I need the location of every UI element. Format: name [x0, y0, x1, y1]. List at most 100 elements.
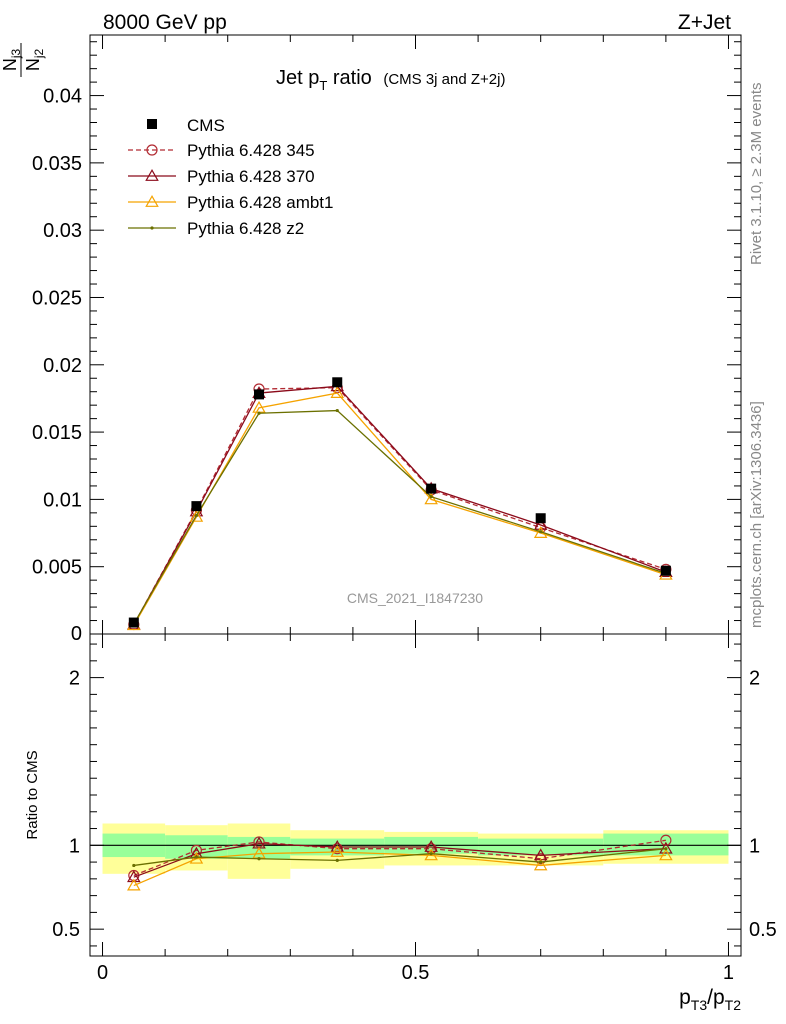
- main-ytick-label: 0.005: [32, 557, 82, 579]
- circle-marker: [146, 144, 158, 156]
- triangle-marker: [330, 386, 345, 398]
- dot-marker: [150, 226, 154, 230]
- main-ytick-label: 0.03: [43, 220, 82, 242]
- legend-marker-cms: [147, 119, 157, 129]
- xlabel-b-sub: T2: [725, 997, 742, 1013]
- svg-text:Nj3: Nj3: [0, 49, 23, 72]
- ratio-xtick-label: 1: [723, 962, 734, 984]
- triangle-marker: [330, 840, 345, 852]
- dot-marker: [539, 860, 543, 864]
- dot-marker: [257, 857, 261, 861]
- ylabel-num-sub: j3: [9, 49, 23, 60]
- triangle-marker: [189, 509, 204, 522]
- ratio-ytick-label-left: 2: [69, 668, 80, 690]
- title-rest: ratio: [327, 67, 371, 89]
- main-ytick-label: 0.035: [32, 153, 82, 175]
- triangle-marker: [330, 845, 345, 857]
- triangle-marker: [424, 848, 438, 861]
- triangle-marker: [659, 848, 673, 861]
- main-ylabel: Nj3 Nj2: [0, 43, 46, 77]
- main-ytick-zero: 0: [71, 623, 82, 645]
- ratio-frame: [89, 633, 742, 957]
- svg-text:Nj2: Nj2: [23, 49, 46, 72]
- ratio-xtick-label: 0.5: [402, 962, 430, 984]
- triangle-marker: [659, 841, 673, 854]
- legend-label: Pythia 6.428 345: [187, 141, 315, 160]
- dot-marker: [664, 847, 668, 851]
- ratio-axis-ticks: 0.5 0.5 1 1 2 2 0 0.5 1: [52, 634, 777, 984]
- dot-marker: [335, 858, 339, 863]
- ratio-panel: 0.5 0.51 12 20 0.5 1 Ratio to CMS pT3/pT2: [24, 633, 777, 1013]
- dot-marker: [539, 530, 543, 534]
- data-point: [254, 389, 265, 400]
- triangle-marker: [145, 195, 159, 207]
- ylabel-den: N: [23, 58, 43, 71]
- triangle-marker: [424, 840, 438, 852]
- main-axis-ticks: 0.005 0.01 0.015 0.02 0.025 0.03 0.035 0.04 0: [32, 35, 741, 645]
- process-label: Z+Jet: [678, 11, 731, 34]
- legend-label: Pythia 6.428 370: [187, 167, 315, 186]
- triangle-marker: [127, 870, 141, 883]
- circle-marker: [331, 843, 343, 855]
- band-inner: [603, 833, 729, 856]
- triangle-marker: [145, 169, 159, 181]
- triangle-marker: [424, 492, 438, 505]
- dot-marker: [335, 408, 339, 413]
- main-curves: [127, 377, 673, 631]
- legend-label: Pythia 6.428 z2: [187, 219, 304, 238]
- xlabel-slash: /: [707, 986, 713, 1009]
- ratio-ytick-label-right: 0.5: [749, 919, 777, 941]
- circle-marker: [660, 834, 672, 846]
- title-sub: T: [319, 78, 327, 93]
- main-ytick-label: 0.02: [43, 355, 82, 377]
- series-line: [133, 385, 667, 625]
- ratio-curves: [127, 834, 673, 891]
- main-ytick-label: 0.015: [32, 422, 82, 444]
- ratio-series-line: [133, 839, 666, 877]
- rivet-label: Rivet 3.1.10, ≥ 2.3M events: [748, 83, 765, 266]
- dot-marker: [132, 863, 136, 868]
- dot-marker: [194, 513, 199, 518]
- dot-marker: [429, 495, 433, 499]
- dot-marker: [194, 855, 199, 859]
- legend-label: Pythia 6.428 ambt1: [187, 193, 333, 212]
- main-ytick-label: 0.04: [43, 86, 82, 108]
- ratio-xtick-label: 0: [97, 962, 108, 984]
- legend-label-cms: CMS: [187, 116, 225, 135]
- legend: CMS Pythia 6.428 345 Pythia 6.428 370 Pythi…: [128, 116, 333, 238]
- ratio-ytick-label-right: 1: [749, 835, 760, 857]
- chart-title: Jet pT ratio (CMS 3j and Z+2j): [276, 67, 505, 93]
- data-point: [191, 501, 202, 512]
- main-ytick-label: 0.01: [43, 489, 82, 511]
- title-small: (CMS 3j and Z+2j): [383, 71, 505, 88]
- band-inner: [478, 838, 604, 856]
- triangle-marker: [533, 858, 548, 871]
- data-point: [535, 513, 546, 524]
- triangle-marker: [127, 878, 141, 891]
- ylabel-num: N: [0, 58, 20, 71]
- ratio-xlabel: pT3/pT2: [679, 986, 741, 1013]
- xlabel-a: p: [679, 986, 691, 1009]
- main-ytick-label: 0.025: [32, 287, 82, 309]
- circle-marker: [190, 844, 203, 856]
- xlabel-a-sub: T3: [691, 997, 708, 1013]
- ratio-series-line: [133, 851, 666, 887]
- ratio-ytick-label-right: 2: [749, 668, 760, 690]
- data-point: [128, 617, 139, 628]
- dot-marker: [429, 852, 433, 856]
- collision-label: 8000 GeV pp: [103, 11, 227, 34]
- title-main: Jet p: [276, 67, 319, 89]
- xlabel-b: p: [713, 986, 725, 1009]
- watermark: CMS_2021_I1847230: [347, 590, 483, 606]
- ylabel-den-sub: j2: [32, 49, 46, 60]
- ratio-ylabel: Ratio to CMS: [24, 750, 41, 839]
- main-panel: 0.005 0.01 0.015 0.02 0.025 0.03 0.035 0.04 0 CM…: [0, 34, 742, 645]
- triangle-marker: [533, 518, 548, 530]
- source-label: mcplots.cern.ch [arXiv:1306.3436]: [748, 401, 765, 628]
- data-point: [332, 377, 343, 388]
- dot-marker: [257, 411, 261, 415]
- ratio-ytick-label-left: 0.5: [52, 919, 80, 941]
- data-point: [426, 483, 437, 494]
- ratio-ytick-label-left: 1: [69, 835, 80, 857]
